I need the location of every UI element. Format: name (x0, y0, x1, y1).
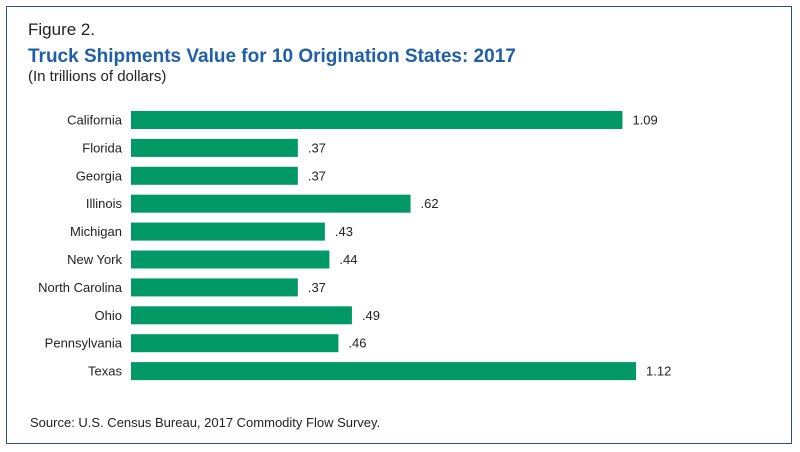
category-label-illinois: Illinois (86, 196, 123, 211)
data-label-north-carolina: .37 (308, 280, 326, 295)
data-label-new-york: .44 (339, 252, 357, 267)
data-label-texas: 1.12 (646, 364, 671, 379)
bar-new-york (131, 250, 330, 269)
bar-michigan (131, 222, 325, 241)
data-label-georgia: .37 (308, 168, 326, 183)
figure-title: Truck Shipments Value for 10 Origination… (28, 46, 516, 67)
data-label-ohio: .49 (362, 308, 380, 323)
category-label-georgia: Georgia (76, 168, 123, 183)
data-label-florida: .37 (308, 140, 326, 155)
bar-florida (131, 138, 298, 157)
category-label-north-carolina: North Carolina (38, 280, 123, 295)
bar-pennsylvania (131, 334, 339, 353)
category-label-new-york: New York (67, 252, 122, 267)
data-label-illinois: .62 (421, 196, 439, 211)
source-note: Source: U.S. Census Bureau, 2017 Commodi… (30, 415, 381, 430)
category-label-pennsylvania: Pennsylvania (45, 336, 123, 351)
category-label-florida: Florida (82, 140, 123, 155)
bar-california (131, 111, 623, 129)
category-label-texas: Texas (88, 364, 122, 379)
bar-illinois (131, 194, 411, 213)
bar-ohio (131, 306, 352, 325)
bar-texas (131, 362, 636, 381)
data-label-california: 1.09 (632, 113, 657, 128)
figure-label: Figure 2. (28, 20, 96, 39)
category-label-ohio: Ohio (95, 308, 122, 323)
data-label-pennsylvania: .46 (348, 336, 366, 351)
bar-north-carolina (131, 278, 298, 297)
figure-subtitle: (In trillions of dollars) (28, 68, 167, 85)
category-label-california: California (67, 113, 123, 128)
data-label-michigan: .43 (335, 224, 353, 239)
category-label-michigan: Michigan (70, 224, 122, 239)
bar-georgia (131, 166, 298, 185)
